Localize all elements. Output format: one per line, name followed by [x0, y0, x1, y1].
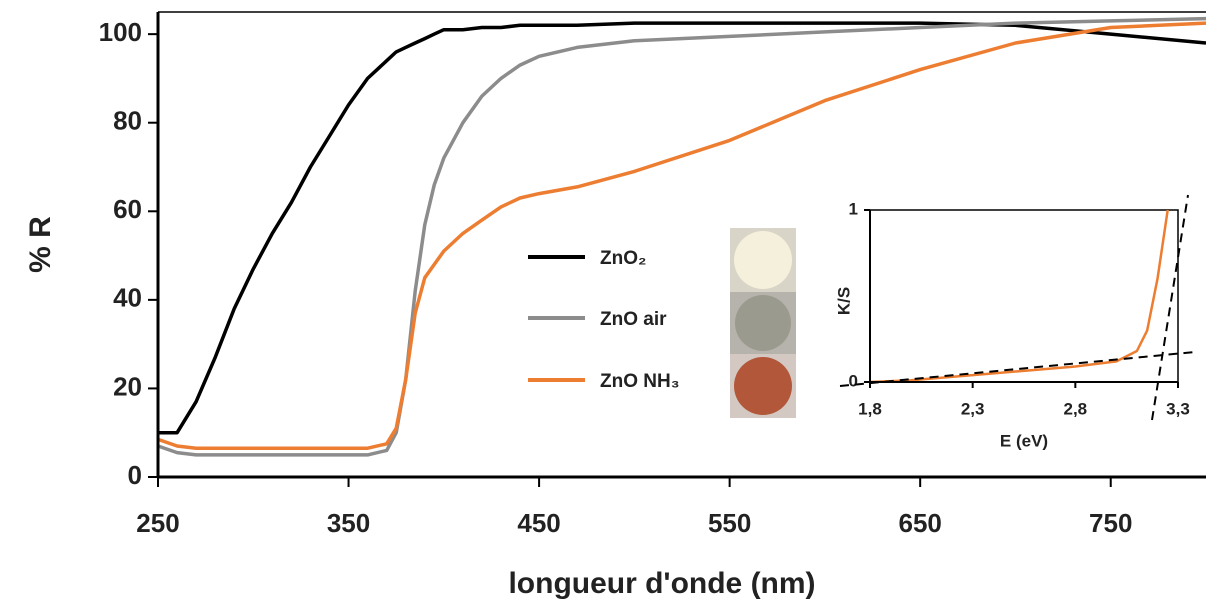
x-tick-label: 350: [327, 508, 370, 538]
x-tick-label: 550: [708, 508, 751, 538]
y-tick-label: 80: [113, 106, 142, 136]
y-tick-label: 1: [849, 199, 858, 218]
y-tick-label: 0: [128, 460, 142, 490]
y-tick-label: 100: [99, 17, 142, 47]
sample-disc: [735, 295, 791, 351]
inset-plot: 0 1 1,8 2,3 2,8 3,3 E (eV) K/S: [834, 199, 1189, 450]
series-line: [158, 21, 1206, 435]
sample-disc: [734, 231, 792, 289]
x-tick-label: 750: [1089, 508, 1132, 538]
legend-label: ZnO NH₃: [600, 371, 680, 392]
y-tick-label: 40: [113, 283, 142, 313]
x-axis-title: longueur d'onde (nm): [508, 567, 815, 600]
legend-label: ZnO air: [600, 309, 667, 330]
edge-fit: [1151, 194, 1189, 421]
sample-disc: [734, 357, 792, 415]
legend-label: ZnO₂: [600, 248, 646, 269]
x-tick-label: 2,8: [1064, 399, 1088, 418]
y-tick-label: 60: [113, 194, 142, 224]
x-tick-label: 1,8: [858, 399, 882, 418]
y-tick-label: 20: [113, 371, 142, 401]
x-tick-label: 250: [136, 508, 179, 538]
y-tick-label: 0: [849, 371, 858, 390]
x-axis-title: E (eV): [1000, 431, 1048, 450]
fit-lines: [839, 194, 1196, 421]
inset-background: [850, 195, 1200, 460]
series-line: [157, 16, 1206, 457]
main-plot: 0 20 40 60 80 100 250 350 450 550 650 750 longueur d…: [24, 12, 1206, 600]
y-axis-title: K/S: [834, 287, 853, 315]
x-tick-label: 650: [898, 508, 941, 538]
series-line: [869, 209, 1169, 384]
x-tick-label: 2,3: [961, 399, 985, 418]
x-tick-label: 3,3: [1166, 399, 1190, 418]
series-line: [157, 21, 1206, 450]
x-tick-label: 450: [517, 508, 560, 538]
sample-photos: [730, 228, 796, 418]
y-axis-title: % R: [24, 216, 57, 273]
legend: ZnO₂ ZnO air ZnO NH₃: [528, 248, 680, 392]
